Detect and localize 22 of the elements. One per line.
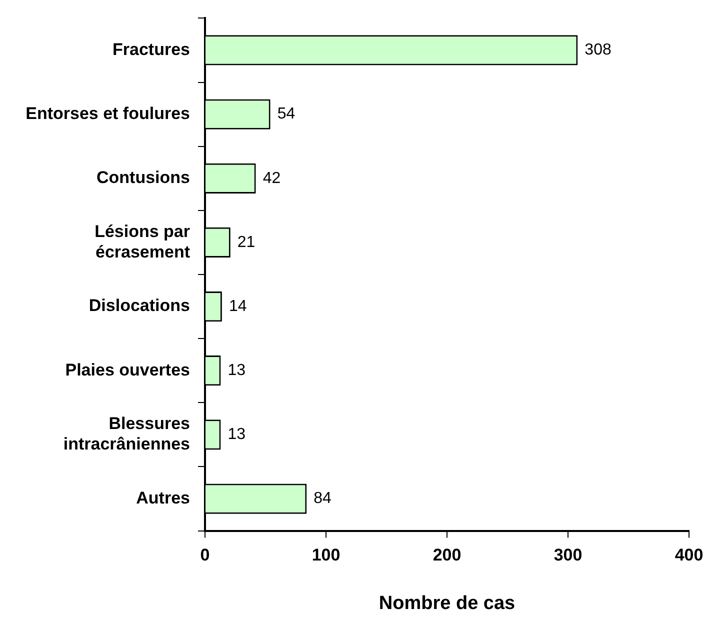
x-tick-label: 300 bbox=[554, 546, 582, 565]
data-label: 54 bbox=[277, 106, 296, 123]
data-label: 13 bbox=[228, 426, 246, 444]
y-tick-label: Blessures intracrâniennes bbox=[63, 414, 190, 454]
x-tick-label: 100 bbox=[312, 546, 340, 565]
x-tick-label: 400 bbox=[674, 546, 704, 565]
y-tick-label: Dislocations bbox=[88, 296, 190, 316]
y-tick-label: Contusions bbox=[96, 168, 190, 188]
x-tick-label: 200 bbox=[432, 546, 462, 565]
y-tick-label: Autres bbox=[136, 488, 190, 508]
data-label: 14 bbox=[228, 298, 247, 315]
x-tick-label: 0 bbox=[200, 546, 210, 565]
data-label: 13 bbox=[228, 362, 246, 380]
data-label: 21 bbox=[237, 234, 256, 251]
y-tick-label: Lésions par écrasement bbox=[94, 222, 190, 262]
y-tick-label: Plaies ouvertes bbox=[65, 360, 190, 380]
y-tick-label: Entorses et foulures bbox=[26, 104, 190, 123]
data-label: 84 bbox=[314, 490, 332, 508]
data-label: 308 bbox=[584, 42, 612, 59]
y-tick-label: Fractures bbox=[112, 40, 190, 59]
data-label: 42 bbox=[262, 170, 281, 187]
x-axis-title: Nombre de cas bbox=[378, 592, 516, 614]
